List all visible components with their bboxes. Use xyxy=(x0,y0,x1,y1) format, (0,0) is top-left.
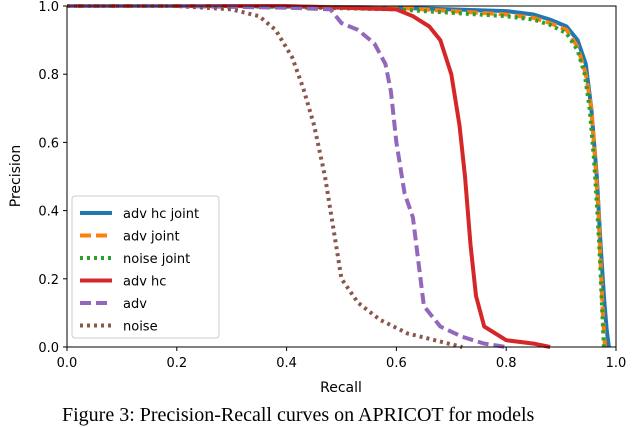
x-tick-label: 0.4 xyxy=(276,356,297,371)
series-line-2 xyxy=(67,4,606,348)
legend: adv hc joint adv joint noise joint adv hc ad… xyxy=(71,195,220,339)
x-tick-label: 1.0 xyxy=(606,356,627,371)
legend-label-3: adv hc xyxy=(123,275,166,290)
y-axis-title: Precision xyxy=(8,145,24,207)
y-tick-label: 0.2 xyxy=(38,273,59,288)
y-tick-label: 1.0 xyxy=(38,0,59,15)
legend-label-5: noise xyxy=(123,320,158,335)
legend-label-4: adv xyxy=(123,297,147,312)
series-lines xyxy=(67,4,611,349)
x-axis-ticks: 0.0 0.2 0.4 0.6 0.8 1.0 xyxy=(57,347,627,371)
y-tick-label: 0.4 xyxy=(38,205,59,220)
plot-frame xyxy=(66,5,617,348)
series-line-4 xyxy=(67,4,507,349)
x-tick-label: 0.0 xyxy=(57,356,78,371)
legend-label-1: adv joint xyxy=(123,230,180,245)
legend-label-2: noise joint xyxy=(123,252,190,267)
series-line-1 xyxy=(67,4,607,348)
y-tick-label: 0.0 xyxy=(38,341,59,356)
y-tick-label: 0.6 xyxy=(38,136,59,151)
x-tick-label: 0.6 xyxy=(386,356,407,371)
series-line-5 xyxy=(67,4,463,349)
figure-caption: Figure 3: Precision-Recall curves on APR… xyxy=(62,404,535,426)
y-tick-label: 0.8 xyxy=(38,68,59,83)
x-tick-label: 0.2 xyxy=(166,356,187,371)
x-tick-label: 0.8 xyxy=(496,356,517,371)
legend-label-0: adv hc joint xyxy=(123,207,199,222)
legend-box xyxy=(71,195,220,339)
y-axis-ticks: 0.0 0.2 0.4 0.6 0.8 1.0 xyxy=(38,0,67,356)
series-line-3 xyxy=(67,4,551,349)
x-axis-title: Recall xyxy=(320,380,362,396)
